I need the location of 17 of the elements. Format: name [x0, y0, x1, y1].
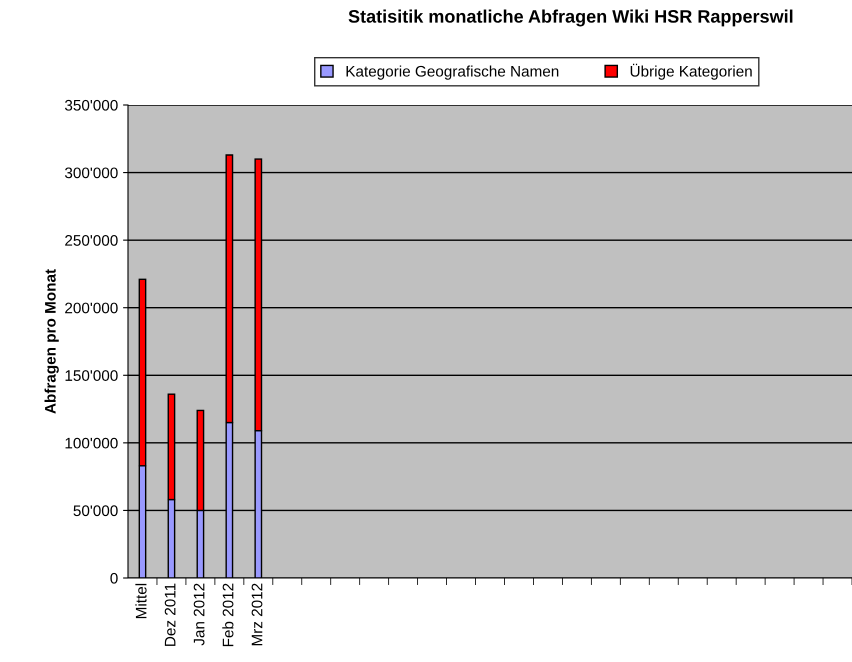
x-tick-label: Jan 2012 [194, 584, 204, 646]
y-tick-label: 150'000 [66, 370, 118, 381]
legend-label: Übrige Kategorien [630, 64, 752, 80]
x-tick-label: Mrz 2012 [252, 584, 262, 646]
legend-label: Kategorie Geografische Namen [346, 65, 558, 80]
y-axis-title: Abfragen pro Monat [44, 269, 59, 414]
y-tick-label: 350'000 [64, 100, 118, 111]
x-tick-label: Dez 2011 [164, 584, 176, 646]
x-tick-label: Feb 2012 [222, 584, 234, 646]
y-tick-label: 250'000 [65, 235, 118, 246]
y-tick-label: 0 [110, 572, 118, 584]
y-tick-label: 50'000 [73, 505, 118, 516]
y-tick-label: 300'000 [64, 167, 118, 178]
chart-title: Statisitik monatliche Abfragen Wiki HSR Rapperswil [348, 10, 792, 26]
y-tick-label: 100'000 [66, 438, 118, 449]
y-tick-label: 200'000 [65, 302, 118, 314]
x-tick-label: Mittel [135, 584, 147, 618]
